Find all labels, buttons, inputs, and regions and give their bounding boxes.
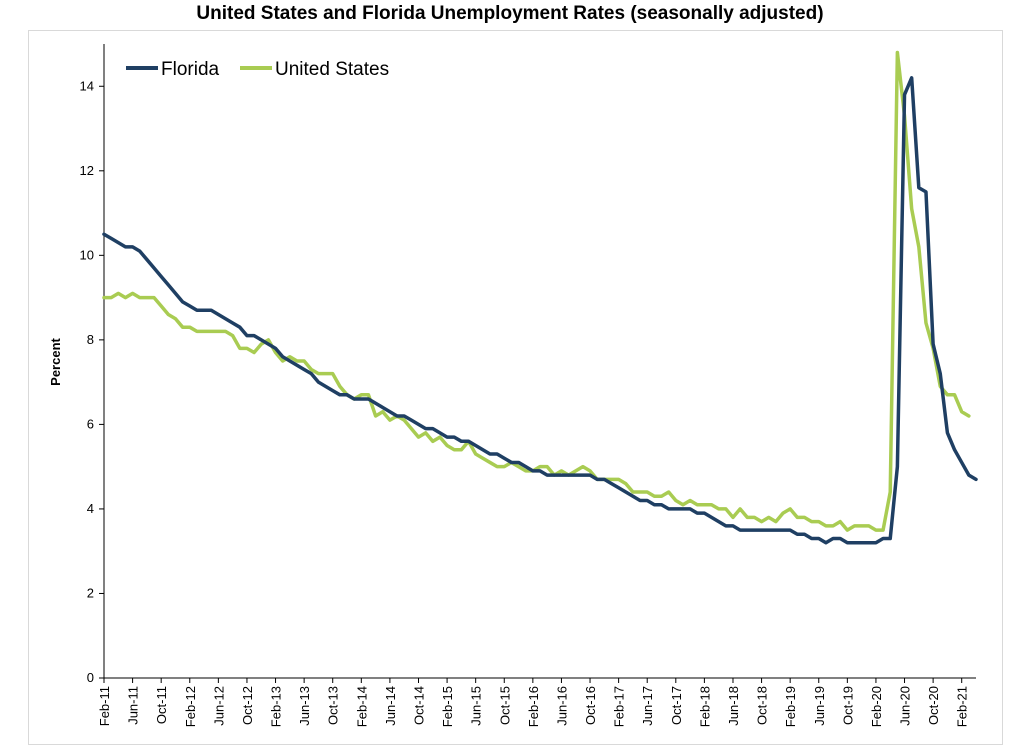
legend: Florida United States — [126, 59, 389, 80]
x-tick-label: Feb-13 — [269, 686, 284, 727]
x-tick-label: Jun-16 — [554, 686, 569, 726]
x-tick-label: Feb-11 — [97, 686, 112, 726]
y-tick-label: 4 — [87, 501, 94, 516]
chart-title: United States and Florida Unemployment R… — [196, 3, 824, 24]
x-tick-label: Feb-18 — [697, 686, 712, 727]
legend-label-florida: Florida — [161, 59, 220, 80]
series-lines — [102, 50, 978, 545]
y-tick-label: 2 — [87, 585, 94, 600]
x-tick-label: Feb-16 — [526, 686, 541, 727]
x-tick-label: Jun-12 — [211, 686, 226, 726]
series-line-florida — [102, 76, 978, 545]
y-tick-label: 10 — [80, 247, 94, 262]
y-tick-label: 14 — [80, 78, 94, 93]
y-tick-label: 12 — [80, 163, 94, 178]
x-tick-label: Oct-12 — [240, 686, 255, 725]
y-axis-title: Percent — [48, 337, 63, 385]
x-tick-label: Oct-20 — [926, 686, 941, 725]
x-tick-label: Oct-19 — [840, 686, 855, 725]
y-axis-ticks: 0 2 4 6 8 10 12 14 — [80, 78, 104, 685]
x-tick-label: Oct-16 — [583, 686, 598, 725]
x-tick-label: Feb-20 — [869, 686, 884, 727]
x-tick-label: Jun-19 — [812, 686, 827, 726]
x-tick-label: Feb-17 — [612, 686, 627, 727]
x-tick-label: Oct-17 — [669, 686, 684, 725]
x-axis-ticks: Feb-11 Jun-11 Oct-11 Feb-12 Jun-12 Oct-12 Feb-… — [97, 678, 970, 727]
x-tick-label: Oct-13 — [326, 686, 341, 725]
legend-label-united-states: United States — [275, 59, 389, 80]
series-line-united-states — [102, 50, 971, 532]
x-tick-label: Jun-17 — [640, 686, 655, 726]
x-tick-label: Jun-13 — [297, 686, 312, 726]
x-tick-label: Feb-21 — [955, 686, 970, 727]
x-tick-label: Feb-12 — [183, 686, 198, 727]
y-tick-label: 6 — [87, 416, 94, 431]
x-tick-label: Jun-20 — [898, 686, 913, 726]
x-tick-label: Jun-18 — [726, 686, 741, 726]
x-tick-label: Oct-18 — [755, 686, 770, 725]
x-tick-label: Oct-11 — [154, 686, 169, 724]
x-tick-label: Oct-14 — [411, 686, 426, 725]
x-tick-label: Feb-19 — [783, 686, 798, 727]
axes — [103, 44, 976, 679]
x-tick-label: Feb-14 — [354, 686, 369, 727]
x-tick-label: Jun-15 — [469, 686, 484, 726]
chart-frame — [28, 30, 1003, 745]
x-tick-label: Jun-14 — [383, 686, 398, 726]
y-tick-label: 8 — [87, 332, 94, 347]
x-tick-label: Jun-11 — [126, 686, 141, 725]
y-tick-label: 0 — [87, 670, 94, 685]
x-tick-label: Oct-15 — [497, 686, 512, 725]
x-tick-label: Feb-15 — [440, 686, 455, 727]
